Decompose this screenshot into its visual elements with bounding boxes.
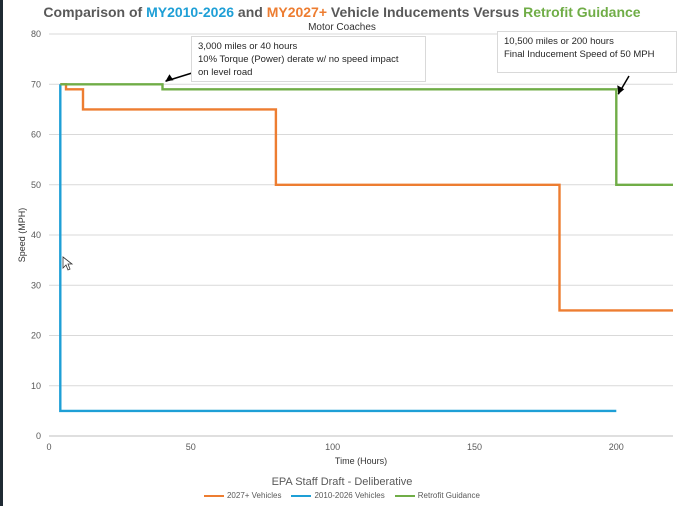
chart-legend: 2027+ Vehicles 2010-2026 Vehicles Retrofit… (0, 491, 684, 500)
x-tick-label: 50 (186, 442, 196, 452)
chart-title-part: Comparison of (43, 4, 147, 20)
y-tick-label: 30 (31, 280, 41, 290)
x-tick-label: 150 (467, 442, 482, 452)
legend-item: 2027+ Vehicles (203, 491, 282, 500)
series-line-2027-vehicles (60, 83, 673, 312)
chart-title-part: Vehicle Inducements Versus (327, 4, 524, 20)
y-tick-label: 80 (31, 29, 41, 39)
annotation-line: 10% Torque (Power) derate w/ no speed im… (198, 54, 399, 65)
y-tick-label: 0 (36, 431, 41, 441)
legend-swatch (291, 494, 312, 497)
y-tick-label: 10 (31, 381, 41, 391)
x-axis-label: Time (Hours) (335, 456, 387, 466)
chart-title-part: MY2027+ (266, 4, 328, 20)
mouse-cursor-icon (62, 256, 74, 271)
window-edge (0, 0, 3, 506)
legend-label: 2010-2026 Vehicles (314, 491, 385, 500)
chart-subtitle: Motor Coaches (308, 22, 376, 33)
annotation-line: Final Inducement Speed of 50 MPH (504, 49, 655, 60)
chart-title-part: and (234, 4, 267, 20)
series-line-2010-2026-vehicles (59, 84, 617, 413)
annotation-arrow-head (617, 85, 625, 95)
chart-title-part: Retrofit Guidance (523, 4, 641, 20)
y-tick-label: 60 (31, 130, 41, 140)
chart-title-part: MY2010-2026 (146, 4, 235, 20)
chart-title: Comparison of MY2010-2026 and MY2027+ Ve… (0, 4, 684, 20)
series-line-retrofit-guidance (60, 83, 673, 187)
legend-swatch (394, 494, 415, 497)
annotation-line: 3,000 miles or 40 hours (198, 41, 298, 52)
legend-label: 2027+ Vehicles (226, 491, 282, 500)
x-tick-label: 0 (46, 442, 51, 452)
x-tick-label: 200 (609, 442, 624, 452)
legend-swatch (203, 494, 224, 497)
annotation-line: on level road (198, 67, 253, 78)
footer-note: EPA Staff Draft - Deliberative (271, 476, 413, 488)
legend-item: 2010-2026 Vehicles (291, 491, 385, 500)
annotation-line: 10,500 miles or 200 hours (504, 36, 614, 47)
y-tick-label: 40 (31, 230, 41, 240)
x-tick-label: 100 (325, 442, 340, 452)
legend-item: Retrofit Guidance (394, 491, 481, 500)
y-tick-label: 20 (31, 331, 41, 341)
y-tick-label: 50 (31, 180, 41, 190)
y-tick-label: 70 (31, 79, 41, 89)
annotation-200-hours: 10,500 miles or 200 hours Final Induceme… (497, 31, 677, 73)
legend-label: Retrofit Guidance (417, 491, 481, 500)
annotation-40-hours: 3,000 miles or 40 hours 10% Torque (Powe… (191, 36, 426, 82)
annotation-arrow-head (165, 74, 174, 82)
y-axis-label: Speed (MPH) (17, 208, 27, 263)
